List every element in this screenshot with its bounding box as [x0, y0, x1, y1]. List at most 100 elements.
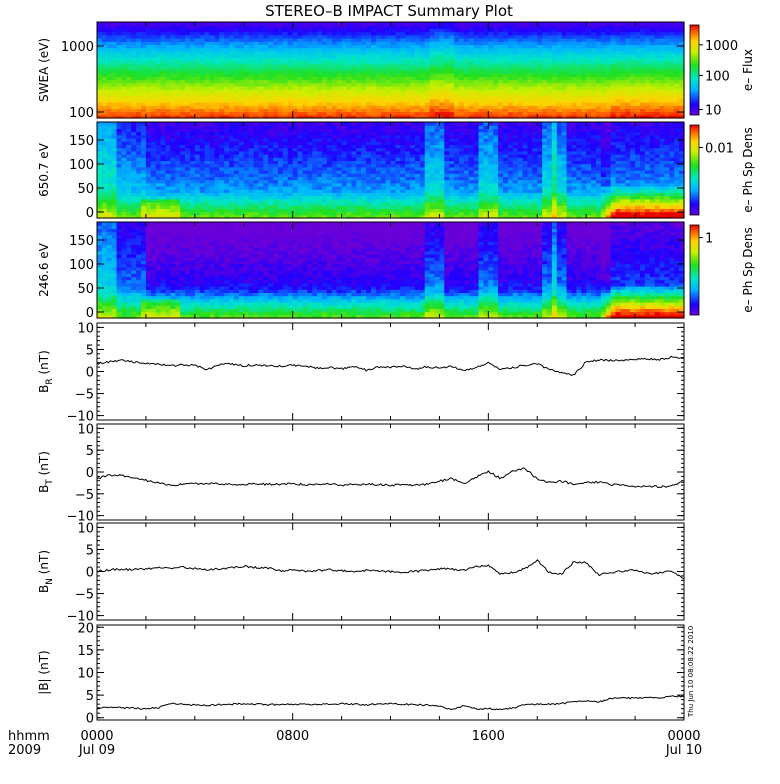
heatmap-cell	[136, 22, 141, 26]
heatmap-cell	[557, 22, 562, 26]
heatmap-cell	[351, 22, 356, 26]
heatmap-cell	[107, 22, 112, 26]
heatmap-cell	[664, 22, 669, 26]
heatmap-cell	[254, 122, 259, 126]
heatmap-cell	[283, 22, 288, 26]
heatmap-cell	[126, 122, 131, 126]
heatmap-cell	[195, 22, 200, 26]
heatmap-cell	[210, 22, 215, 26]
heatmap-cell	[513, 22, 518, 26]
heatmap-cell	[121, 22, 126, 26]
colorbar-tick-label: 100	[705, 69, 730, 84]
heatmap-cell	[249, 22, 254, 26]
heatmap-cell	[571, 22, 576, 26]
heatmap-cell	[229, 122, 234, 126]
heatmap-cell	[469, 22, 474, 26]
heatmap-cell	[415, 22, 420, 26]
heatmap-cell	[258, 22, 263, 26]
heatmap-cell	[596, 22, 601, 26]
heatmap-cell	[312, 22, 317, 26]
heatmap-cell	[234, 22, 239, 26]
heatmap-cell	[302, 22, 307, 26]
colorbar	[690, 25, 699, 115]
heatmap-cell	[219, 122, 224, 126]
heatmap-cell	[439, 22, 444, 26]
heatmap-cell	[527, 22, 532, 26]
heatmap-cell	[126, 22, 131, 26]
heatmap-cell	[175, 122, 180, 126]
heatmap-cell	[620, 22, 625, 26]
heatmap-cell	[161, 22, 166, 26]
heatmap-cell	[464, 22, 469, 26]
heatmap-cell	[293, 122, 298, 126]
heatmap-cell	[430, 22, 435, 26]
heatmap-cell	[381, 22, 386, 26]
heatmap-cell	[547, 22, 552, 26]
heatmap-cell	[263, 22, 268, 26]
heatmap-cell	[425, 22, 430, 26]
heatmap-cell	[117, 122, 122, 126]
heatmap-cell	[302, 122, 307, 126]
heatmap-cell	[170, 22, 175, 26]
heatmap-cell	[156, 22, 161, 26]
heatmap-cell	[454, 22, 459, 26]
heatmap-cell	[175, 22, 180, 26]
heatmap-cell	[112, 122, 117, 126]
heatmap-cell	[185, 122, 190, 126]
heatmap-cell	[312, 122, 317, 126]
heatmap-cell	[97, 22, 102, 26]
heatmap-cell	[537, 22, 542, 26]
heatmap-cell	[273, 22, 278, 26]
heatmap-cell	[518, 22, 523, 26]
heatmap-cell	[317, 22, 322, 26]
heatmap-cell	[224, 122, 229, 126]
heatmap-cell	[205, 122, 210, 126]
heatmap-cell	[591, 22, 596, 26]
heatmap-cell	[254, 22, 259, 26]
heatmap-cell	[293, 22, 298, 26]
heatmap-cell	[136, 122, 141, 126]
heatmap-cell	[298, 22, 303, 26]
y-tick-label: 1000	[61, 40, 94, 55]
heatmap-cell	[268, 122, 273, 126]
heatmap-cell	[635, 22, 640, 26]
heatmap-cell	[234, 122, 239, 126]
heatmap-cell	[224, 22, 229, 26]
heatmap-cell	[562, 22, 567, 26]
heatmap-cell	[165, 122, 170, 126]
heatmap-cell	[131, 122, 136, 126]
heatmap-cell	[342, 22, 347, 26]
heatmap-cell	[244, 122, 249, 126]
heatmap-cell	[102, 122, 107, 126]
heatmap-cell	[156, 122, 161, 126]
heatmap-cell	[214, 22, 219, 26]
heatmap-cell	[356, 22, 361, 26]
heatmap-cell	[606, 22, 611, 26]
heatmap-cell	[640, 22, 645, 26]
heatmap-cell	[444, 22, 449, 26]
heatmap-cell	[474, 22, 479, 26]
heatmap-cell	[146, 22, 151, 26]
heatmap-cell	[180, 122, 185, 126]
heatmap-swea	[97, 22, 685, 119]
heatmap-cell	[121, 122, 126, 126]
y-tick-label: 100	[69, 106, 94, 121]
heatmap-cell	[210, 122, 215, 126]
heatmap-cell	[611, 22, 616, 26]
heatmap-cell	[205, 22, 210, 26]
heatmap-cell	[503, 22, 508, 26]
heatmap-cell	[283, 122, 288, 126]
heatmap-cell	[219, 22, 224, 26]
heatmap-cell	[322, 22, 327, 26]
heatmap-cell	[645, 22, 650, 26]
colorbar-label: e– Flux	[741, 49, 755, 91]
heatmap-cell	[180, 22, 185, 26]
heatmap-cell	[307, 122, 312, 126]
heatmap-cell	[307, 22, 312, 26]
heatmap-cell	[165, 22, 170, 26]
heatmap-cell	[449, 22, 454, 26]
heatmap-cell	[391, 22, 396, 26]
heatmap-cell	[410, 22, 415, 26]
